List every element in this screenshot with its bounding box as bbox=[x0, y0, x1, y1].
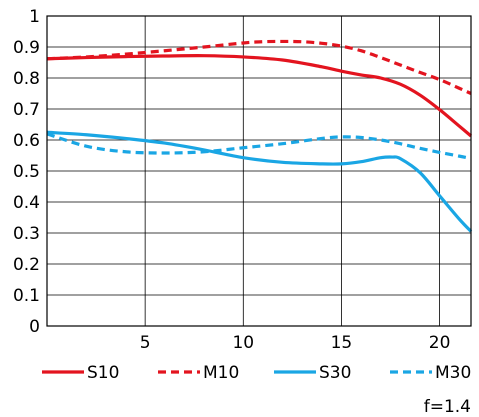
y-tick-label: 0.3 bbox=[13, 224, 40, 244]
y-tick-label: 0.6 bbox=[13, 131, 40, 151]
series-line-s10 bbox=[46, 54, 473, 138]
plot-frame bbox=[46, 15, 472, 327]
legend-label-s30: S30 bbox=[319, 363, 351, 383]
y-tick-label: 1 bbox=[29, 7, 40, 27]
y-axis-ticks: 0 0.1 0.2 0.3 0.4 0.5 0.6 0.7 0.8 0.9 1 bbox=[13, 7, 40, 337]
grid-lines bbox=[47, 16, 471, 326]
x-tick-label: 10 bbox=[232, 333, 254, 353]
y-tick-label: 0 bbox=[29, 317, 40, 337]
x-axis-ticks: 5 10 15 20 bbox=[140, 333, 451, 353]
y-tick-label: 0.2 bbox=[13, 255, 40, 275]
y-tick-label: 0.7 bbox=[13, 100, 40, 120]
y-tick-label: 0.9 bbox=[13, 38, 40, 58]
x-tick-label: 20 bbox=[429, 333, 451, 353]
aperture-label: f=1.4 bbox=[424, 397, 471, 417]
y-tick-label: 0.5 bbox=[13, 162, 40, 182]
legend-label-m30: M30 bbox=[435, 363, 471, 383]
x-tick-label: 15 bbox=[331, 333, 353, 353]
legend-label-s10: S10 bbox=[87, 363, 119, 383]
legend-label-m10: M10 bbox=[203, 363, 239, 383]
series-line-m30 bbox=[46, 132, 472, 161]
series-line-s30 bbox=[46, 130, 473, 233]
series-lines bbox=[46, 39, 473, 233]
y-tick-label: 0.4 bbox=[13, 193, 40, 213]
legend: S10 M10 S30 M30 bbox=[42, 363, 471, 383]
x-tick-label: 5 bbox=[140, 333, 151, 353]
y-tick-label: 0.8 bbox=[13, 69, 40, 89]
series-line-m10 bbox=[46, 39, 472, 95]
y-tick-label: 0.1 bbox=[13, 286, 40, 306]
